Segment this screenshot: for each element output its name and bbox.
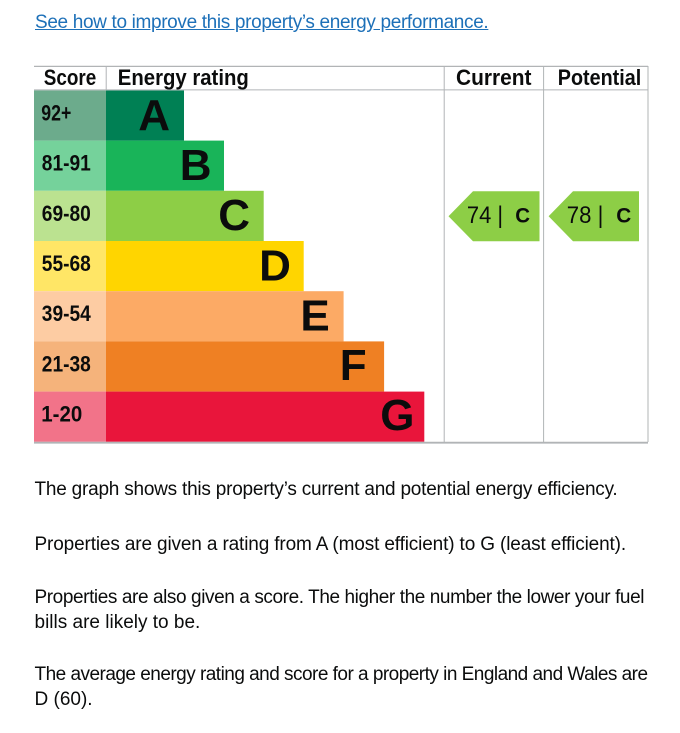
svg-text:D: D <box>259 241 291 290</box>
svg-text:G: G <box>380 391 414 440</box>
svg-text:C: C <box>515 205 530 228</box>
svg-text:69-80: 69-80 <box>42 201 91 226</box>
svg-text:39-54: 39-54 <box>42 301 92 326</box>
svg-text:B: B <box>180 141 212 190</box>
svg-text:21-38: 21-38 <box>42 351 91 376</box>
svg-text:Score: Score <box>44 65 97 90</box>
svg-text:F: F <box>340 341 367 390</box>
svg-text:Potential: Potential <box>558 65 641 90</box>
svg-text:C: C <box>218 191 250 240</box>
svg-text:78 |: 78 | <box>567 202 604 229</box>
svg-text:C: C <box>616 205 631 228</box>
svg-text:Current: Current <box>456 65 532 90</box>
svg-text:55-68: 55-68 <box>42 251 91 276</box>
svg-text:92+: 92+ <box>41 100 71 125</box>
svg-text:81-91: 81-91 <box>42 151 91 176</box>
svg-text:74 |: 74 | <box>467 202 503 229</box>
svg-text:Energy rating: Energy rating <box>118 65 249 90</box>
svg-text:E: E <box>300 292 329 341</box>
svg-text:A: A <box>138 91 170 140</box>
svg-text:1-20: 1-20 <box>41 402 82 427</box>
